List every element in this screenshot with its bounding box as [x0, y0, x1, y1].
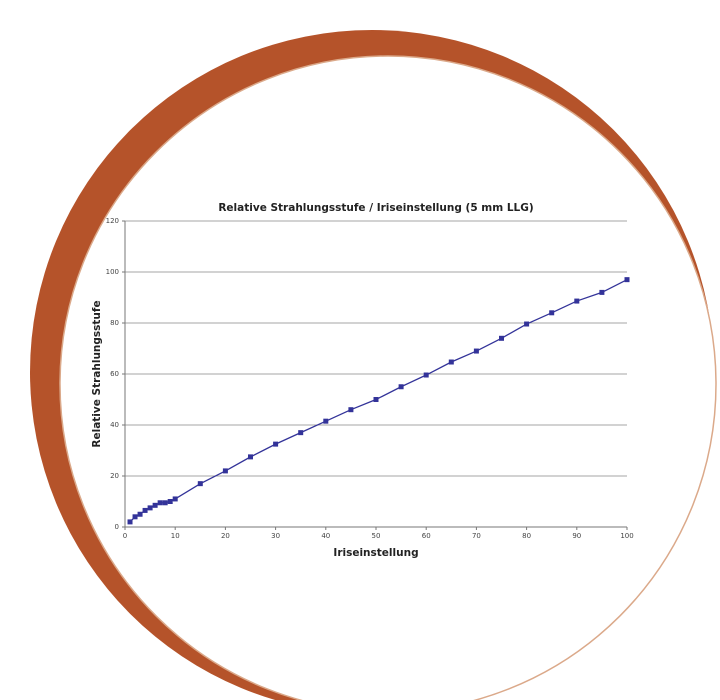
data-point — [127, 519, 133, 525]
data-point — [167, 499, 173, 504]
x-tick-label: 0 — [123, 532, 127, 540]
data-point — [152, 502, 158, 508]
y-tick-label: 0 — [115, 523, 119, 531]
data-point — [348, 407, 354, 413]
data-point — [499, 335, 504, 341]
data-point — [137, 511, 143, 517]
x-tick-label: 10 — [171, 532, 180, 540]
data-point — [157, 500, 163, 506]
data-point — [298, 430, 304, 436]
y-tick-label: 80 — [110, 319, 119, 327]
data-point — [172, 496, 178, 502]
data-point — [323, 418, 329, 424]
data-point — [398, 384, 404, 390]
x-tick-label: 80 — [522, 532, 531, 540]
y-tick-label: 120 — [106, 217, 119, 225]
y-axis-label: Relative Strahlungsstufe — [91, 300, 103, 447]
y-tick-label: 20 — [110, 472, 119, 480]
x-tick-label: 90 — [572, 532, 581, 540]
decor-disc — [59, 55, 717, 700]
y-tick-label: 40 — [110, 421, 119, 429]
x-axis-label: Iriseinstellung — [333, 547, 418, 559]
data-point — [549, 310, 555, 316]
data-point — [147, 505, 153, 511]
data-point — [448, 359, 454, 365]
data-point — [574, 298, 580, 304]
y-tick-label: 60 — [110, 370, 119, 378]
x-tick-label: 60 — [422, 532, 431, 540]
data-point — [248, 454, 253, 460]
data-point — [273, 441, 279, 447]
x-tick-label: 70 — [472, 532, 481, 540]
y-tick-label: 100 — [106, 268, 119, 276]
series-line — [129, 279, 628, 523]
x-tick-label: 100 — [620, 532, 633, 540]
chart-title: Relative Strahlungsstufe / Iriseinstellu… — [218, 202, 533, 214]
x-tick-label: 40 — [321, 532, 330, 540]
data-point — [524, 321, 530, 327]
data-point — [222, 468, 228, 474]
x-tick-label: 30 — [271, 532, 280, 540]
data-point — [132, 514, 138, 520]
data-point — [599, 289, 605, 295]
data-point — [473, 348, 479, 354]
data-point — [373, 397, 379, 402]
data-point — [197, 481, 203, 487]
data-point — [423, 372, 429, 378]
data-point — [162, 500, 168, 506]
x-tick-label: 50 — [372, 532, 381, 540]
data-point — [624, 277, 630, 283]
data-point — [142, 507, 148, 513]
x-tick-label: 20 — [221, 532, 230, 540]
